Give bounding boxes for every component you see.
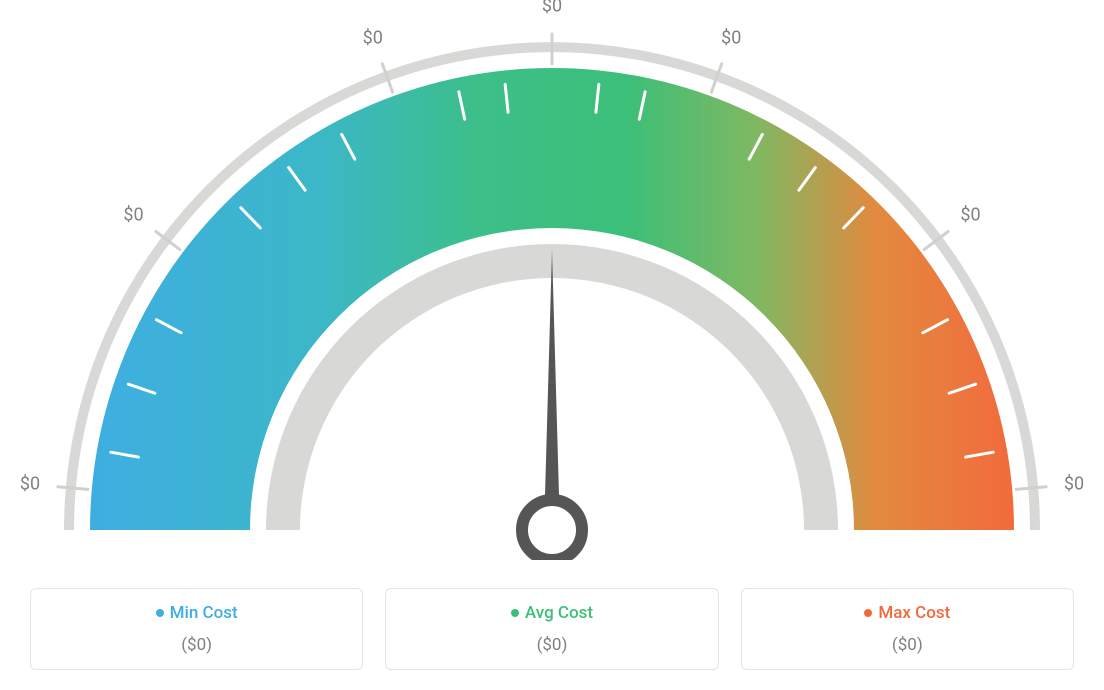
legend-value-min: ($0) xyxy=(41,635,352,655)
legend-card-avg: Avg Cost ($0) xyxy=(385,588,718,670)
legend-dot-max xyxy=(864,609,872,617)
legend-title-min-text: Min Cost xyxy=(170,603,238,623)
legend-card-min: Min Cost ($0) xyxy=(30,588,363,670)
gauge-tick-label: $0 xyxy=(542,0,562,17)
gauge-tick-label: $0 xyxy=(1064,474,1084,495)
gauge-tick-label: $0 xyxy=(960,204,980,225)
legend-dot-avg xyxy=(511,609,519,617)
gauge-tick-label: $0 xyxy=(721,27,741,48)
legend-dot-min xyxy=(156,609,164,617)
legend-card-max: Max Cost ($0) xyxy=(741,588,1074,670)
legend-value-max: ($0) xyxy=(752,635,1063,655)
legend-title-avg: Avg Cost xyxy=(396,603,707,623)
legend-title-max: Max Cost xyxy=(752,603,1063,623)
legend-value-avg: ($0) xyxy=(396,635,707,655)
legend-row: Min Cost ($0) Avg Cost ($0) Max Cost ($0… xyxy=(30,588,1074,670)
gauge-chart: $0 $0 $0 $0 $0 $0 $0 xyxy=(0,0,1104,560)
gauge-tick-label: $0 xyxy=(123,204,143,225)
legend-title-avg-text: Avg Cost xyxy=(525,603,593,623)
gauge-tick-label: $0 xyxy=(20,474,40,495)
legend-title-max-text: Max Cost xyxy=(878,603,950,623)
gauge-svg xyxy=(0,0,1104,560)
gauge-tick-label: $0 xyxy=(363,27,383,48)
root: $0 $0 $0 $0 $0 $0 $0 Min Cost ($0) Avg Cost ($… xyxy=(0,0,1104,690)
legend-title-min: Min Cost xyxy=(41,603,352,623)
